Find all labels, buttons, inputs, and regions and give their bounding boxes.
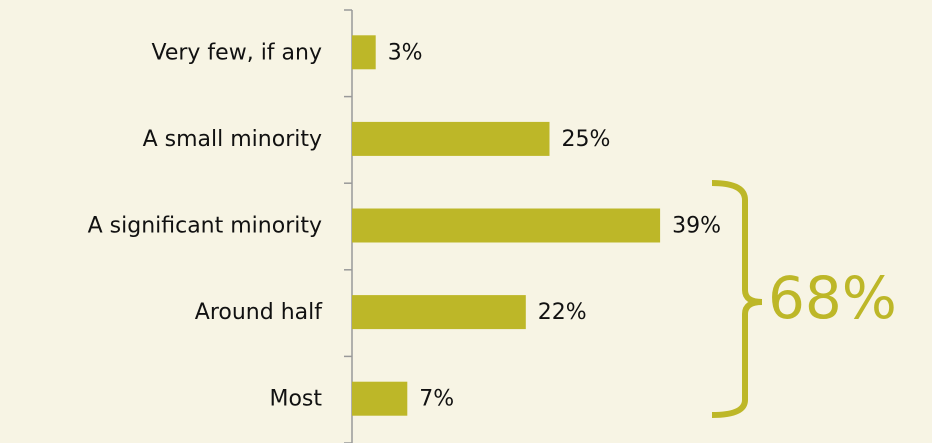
bar: [352, 208, 661, 243]
y-tick-label: Very few, if any: [152, 40, 323, 65]
y-tick-label: Around half: [195, 300, 323, 325]
value-label: 22%: [538, 300, 587, 325]
y-tick-label: A small minority: [143, 127, 322, 152]
bar: [352, 121, 550, 156]
bar: [352, 381, 408, 416]
value-label: 7%: [419, 387, 454, 412]
value-label: 3%: [388, 40, 423, 65]
annotation: 68%: [768, 264, 897, 332]
y-tick-label: Most: [269, 387, 322, 412]
y-tick-label: A significant minority: [88, 214, 322, 239]
value-label: 39%: [672, 214, 721, 239]
brace: [711, 180, 763, 418]
bar: [352, 295, 526, 330]
value-label: 25%: [562, 127, 611, 152]
bar: [352, 35, 376, 70]
